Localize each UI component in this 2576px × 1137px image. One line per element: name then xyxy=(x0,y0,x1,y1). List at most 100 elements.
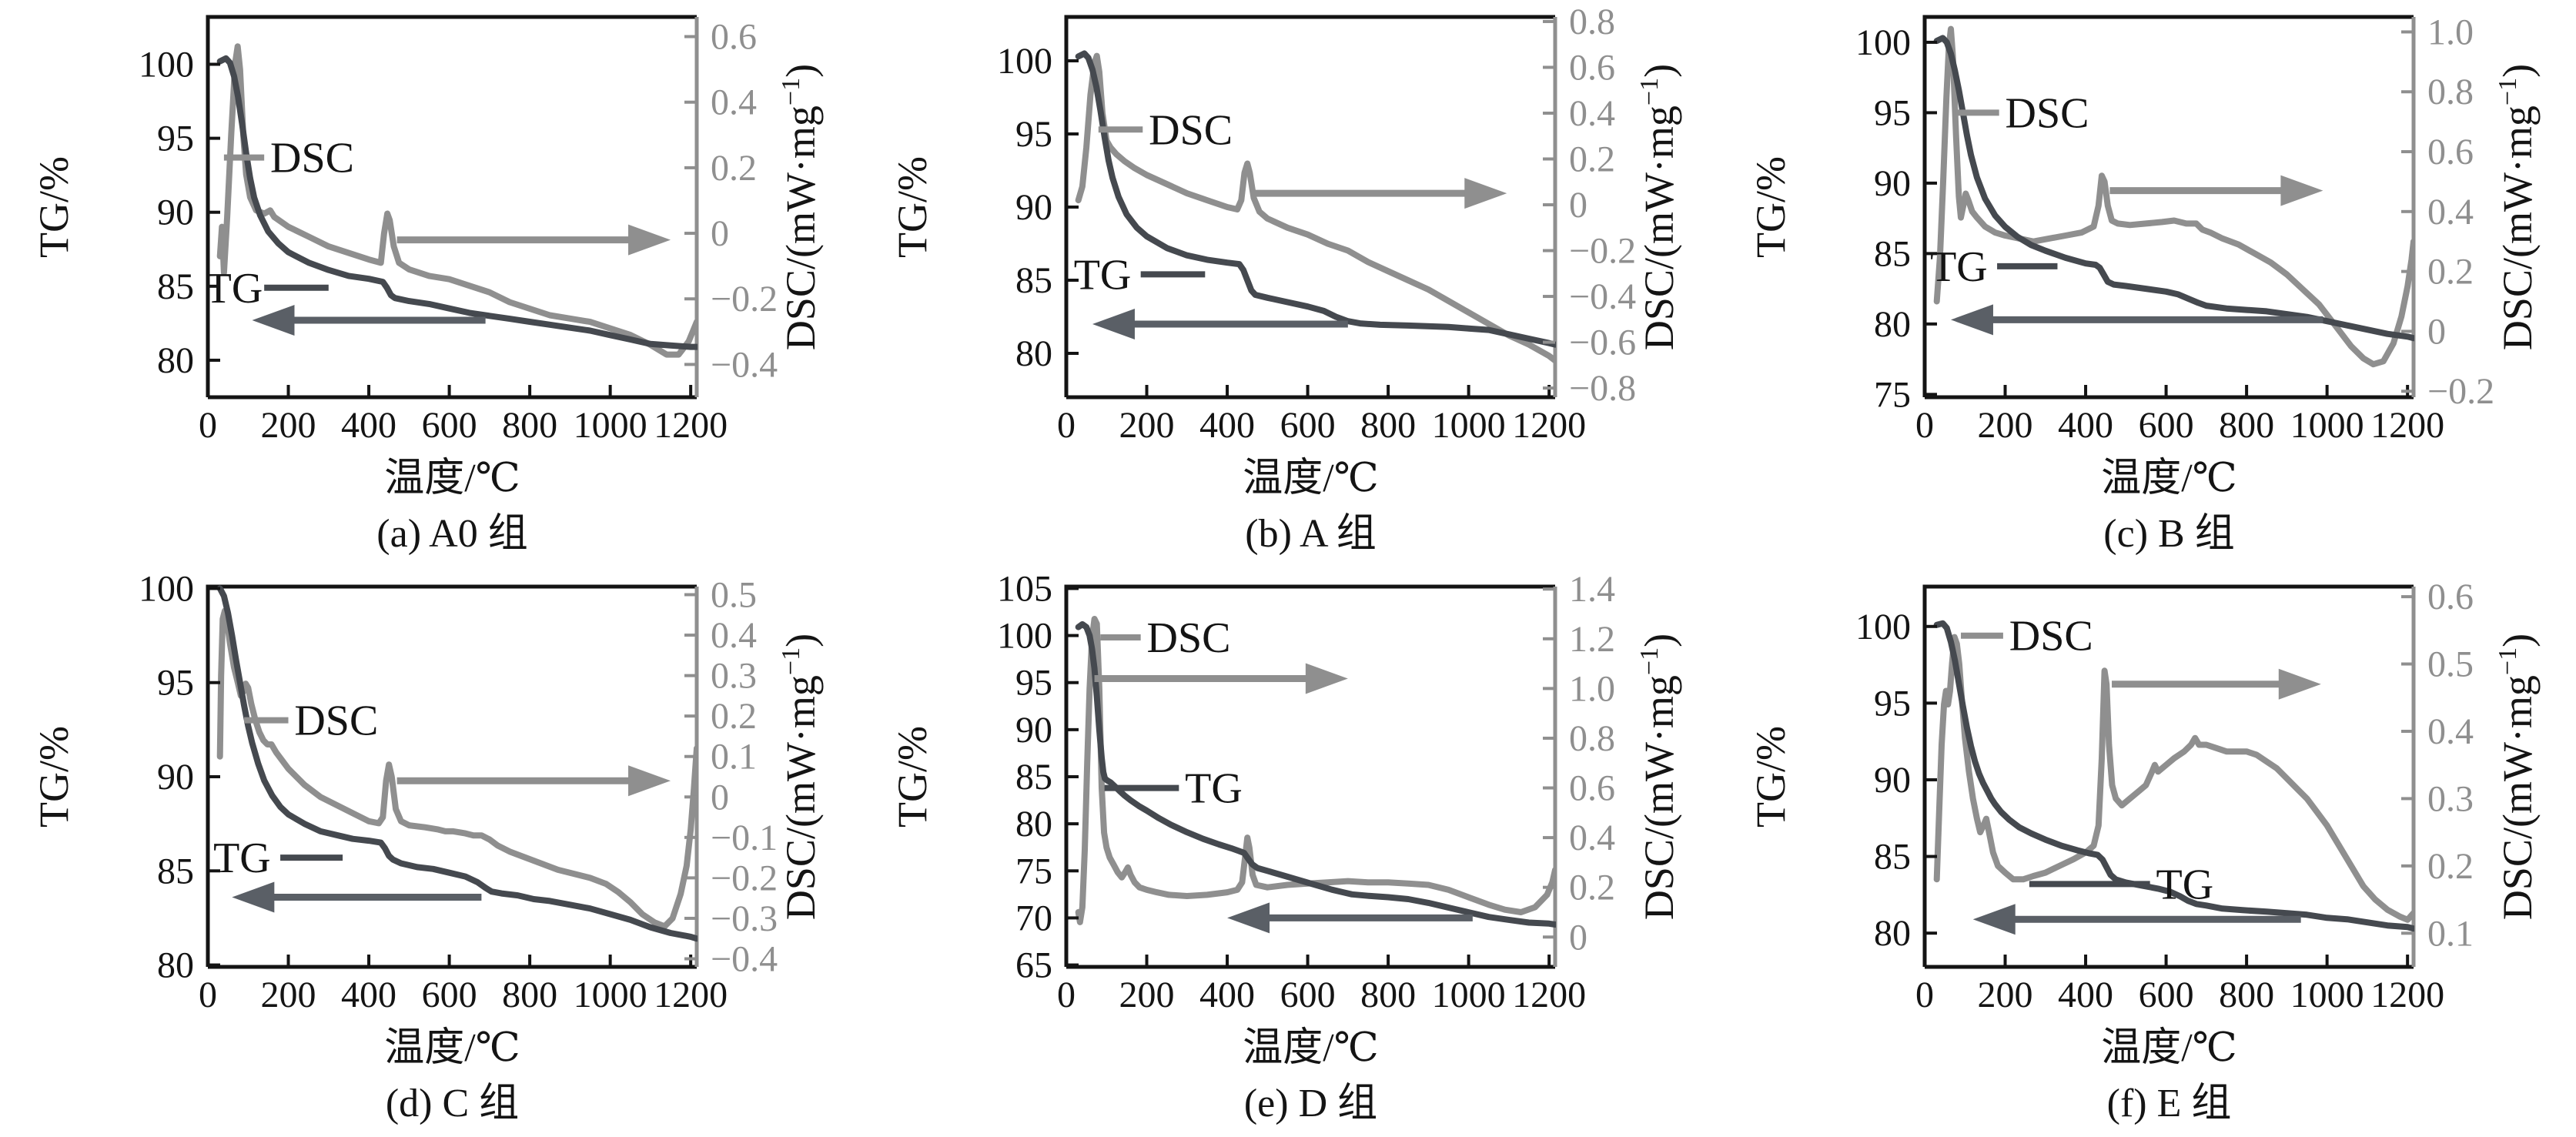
dsc-series-label: DSC xyxy=(1147,614,1231,662)
x-tick-label: 1000 xyxy=(574,405,647,446)
dsc-tick-label: 0 xyxy=(711,213,729,254)
tg-tick-label: 85 xyxy=(1874,837,1911,878)
dsc-tick-label: 0.5 xyxy=(2427,644,2474,685)
dsc-tick-label: 0.1 xyxy=(2427,913,2474,954)
tg-curve xyxy=(1933,35,2414,342)
tg-tick-label: 85 xyxy=(1015,757,1052,798)
x-tick-label: 1200 xyxy=(1512,405,1586,446)
chart-svg-d: 0 200 400 600 800 1000 1200100959085800.50.40.… xyxy=(31,570,824,1125)
x-tick-label: 1000 xyxy=(574,975,647,1015)
dsc-tick-label: 0.4 xyxy=(2427,192,2474,232)
dsc-tick-label: 0.3 xyxy=(711,656,757,697)
dsc-curve xyxy=(1933,634,2414,923)
subplot-caption: (a) A0 组 xyxy=(376,512,527,556)
subplot-a: 0 200 400 600 800 1000 1200 100 95 90 85 80 0.6 0.4 0.… xyxy=(0,0,858,570)
dsc-series-label: DSC xyxy=(270,135,354,182)
tg-tick-label: 95 xyxy=(1874,683,1911,724)
dsc-arrow-head-right-icon xyxy=(2278,668,2321,700)
tg-tick-label: 95 xyxy=(1015,663,1052,704)
tg-tick-label: 85 xyxy=(157,266,194,307)
dsc-tick-label: 0.6 xyxy=(711,17,757,58)
dsc-tick-label: 0.4 xyxy=(711,82,757,123)
x-tick-label: 1200 xyxy=(654,405,728,446)
tg-arrow-head-left-icon xyxy=(1972,904,2016,935)
dsc-tick-label: −0.3 xyxy=(711,898,778,939)
dsc-tick-label: −0.8 xyxy=(1569,368,1636,409)
x-tick-label: 200 xyxy=(1978,405,2033,446)
tg-tick-label: 80 xyxy=(1015,804,1052,844)
tg-axis-title: TG/% xyxy=(889,726,935,828)
tg-tick-label: 95 xyxy=(157,663,194,704)
chart-svg-e: 0 200 400 600 800 1000 1200 105 100 95 90 85 80 75 70 6… xyxy=(889,570,1682,1125)
tg-tick-label: 75 xyxy=(1015,851,1052,891)
tg-series-label: TG xyxy=(1074,251,1132,299)
dsc-tick-label: 0.1 xyxy=(711,737,757,778)
x-tick-label: 400 xyxy=(1199,975,1255,1015)
x-tick-label: 1000 xyxy=(1432,405,1506,446)
tg-tick-label: 80 xyxy=(157,945,194,986)
dsc-tick-label: 0.2 xyxy=(711,696,757,737)
dsc-axis-title: DSC/(mW·mg−1) xyxy=(777,64,824,350)
x-tick-label: 200 xyxy=(1978,975,2033,1015)
tg-series-label: TG xyxy=(213,834,271,882)
dsc-series-label: DSC xyxy=(2006,89,2089,137)
x-axis-title: 温度/℃ xyxy=(1243,1026,1379,1070)
x-tick-label: 600 xyxy=(2139,975,2194,1015)
x-tick-label: 800 xyxy=(502,405,557,446)
dsc-tick-label: 0.6 xyxy=(1569,768,1615,809)
tg-tick-label: 90 xyxy=(1015,187,1052,228)
dsc-arrow-head-right-icon xyxy=(2280,175,2323,206)
subplot-caption: (f) E 组 xyxy=(2107,1082,2232,1125)
x-tick-label: 1200 xyxy=(2370,405,2444,446)
tg-tick-label: 80 xyxy=(1874,913,1911,954)
dsc-arrow-head-right-icon xyxy=(628,765,671,797)
subplot-caption: (d) C 组 xyxy=(386,1082,519,1125)
x-tick-label: 0 xyxy=(199,405,217,446)
tg-tick-label: 100 xyxy=(139,570,194,609)
dsc-tick-label: 0.5 xyxy=(711,575,757,616)
subplot-c: 0 200 400 600 800 1000 1200 100 95 90 85 80 75 1.0 0.8… xyxy=(1717,0,2576,570)
x-tick-label: 0 xyxy=(1057,405,1076,446)
dsc-tick-label: 0.6 xyxy=(2427,132,2474,172)
tg-axis-title: TG/% xyxy=(1748,156,1794,258)
dsc-curve xyxy=(216,43,698,358)
dsc-tick-label: 0.2 xyxy=(1569,868,1615,908)
x-tick-label: 400 xyxy=(341,405,396,446)
dsc-tick-label: −0.1 xyxy=(711,818,778,858)
dsc-curve xyxy=(1075,616,1556,925)
dsc-tick-label: 0.4 xyxy=(1569,818,1615,858)
tg-curve xyxy=(216,55,698,350)
tg-tick-label: 90 xyxy=(1015,710,1052,751)
tg-tick-label: 95 xyxy=(157,119,194,159)
subplot-caption: (e) D 组 xyxy=(1244,1082,1377,1125)
dsc-tick-label: −0.2 xyxy=(2427,371,2494,412)
dsc-tick-label: 1.0 xyxy=(2427,12,2474,52)
plot-box xyxy=(1922,15,2414,400)
tg-tick-label: 85 xyxy=(1015,260,1052,301)
x-tick-label: 200 xyxy=(261,405,316,446)
dsc-tick-label: −0.2 xyxy=(711,858,778,898)
tg-tick-label: 80 xyxy=(1015,333,1052,374)
dsc-series-label: DSC xyxy=(1149,106,1233,154)
dsc-tick-label: 0 xyxy=(711,777,729,818)
x-axis-title: 温度/℃ xyxy=(2101,1026,2237,1070)
dsc-curve xyxy=(1933,25,2414,368)
tg-axis-title: TG/% xyxy=(31,726,77,828)
dsc-curve xyxy=(1075,52,1556,364)
x-tick-label: 600 xyxy=(2139,405,2194,446)
dsc-tick-label: −0.2 xyxy=(1569,231,1636,272)
dsc-axis-title: DSC/(mW·mg−1) xyxy=(777,634,824,920)
x-tick-label: 600 xyxy=(422,405,477,446)
x-tick-label: 0 xyxy=(199,975,217,1015)
x-tick-label: 1200 xyxy=(2370,975,2444,1015)
subplot-d: 0 200 400 600 800 1000 1200 100 95 90 85 80 0.5 0.4 0.… xyxy=(0,570,858,1137)
x-tick-label: 0 xyxy=(1915,405,1934,446)
tg-curve xyxy=(1075,620,1556,928)
dsc-tick-label: 0 xyxy=(2427,311,2446,352)
tg-tick-label: 105 xyxy=(997,570,1052,609)
dsc-tick-label: −0.6 xyxy=(1569,323,1636,363)
x-tick-label: 1000 xyxy=(2290,975,2364,1015)
x-tick-label: 200 xyxy=(1119,975,1175,1015)
x-axis-title: 温度/℃ xyxy=(384,456,520,500)
dsc-tick-label: 0.2 xyxy=(2427,846,2474,887)
